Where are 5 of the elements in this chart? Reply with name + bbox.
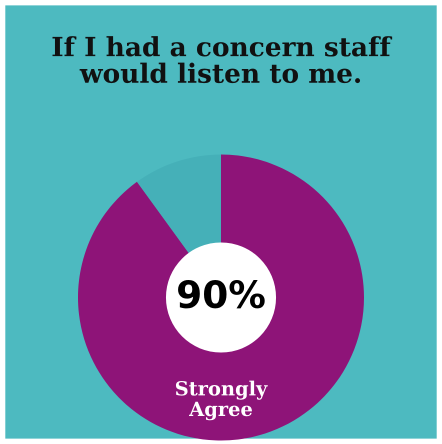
slice-label: Strongly Agree [176,380,268,420]
donut-slice [136,154,221,254]
chart-title: If I had a concern staff would listen to me. [52,36,392,84]
data-label: 90% [178,280,265,308]
donut-slice [78,154,364,440]
